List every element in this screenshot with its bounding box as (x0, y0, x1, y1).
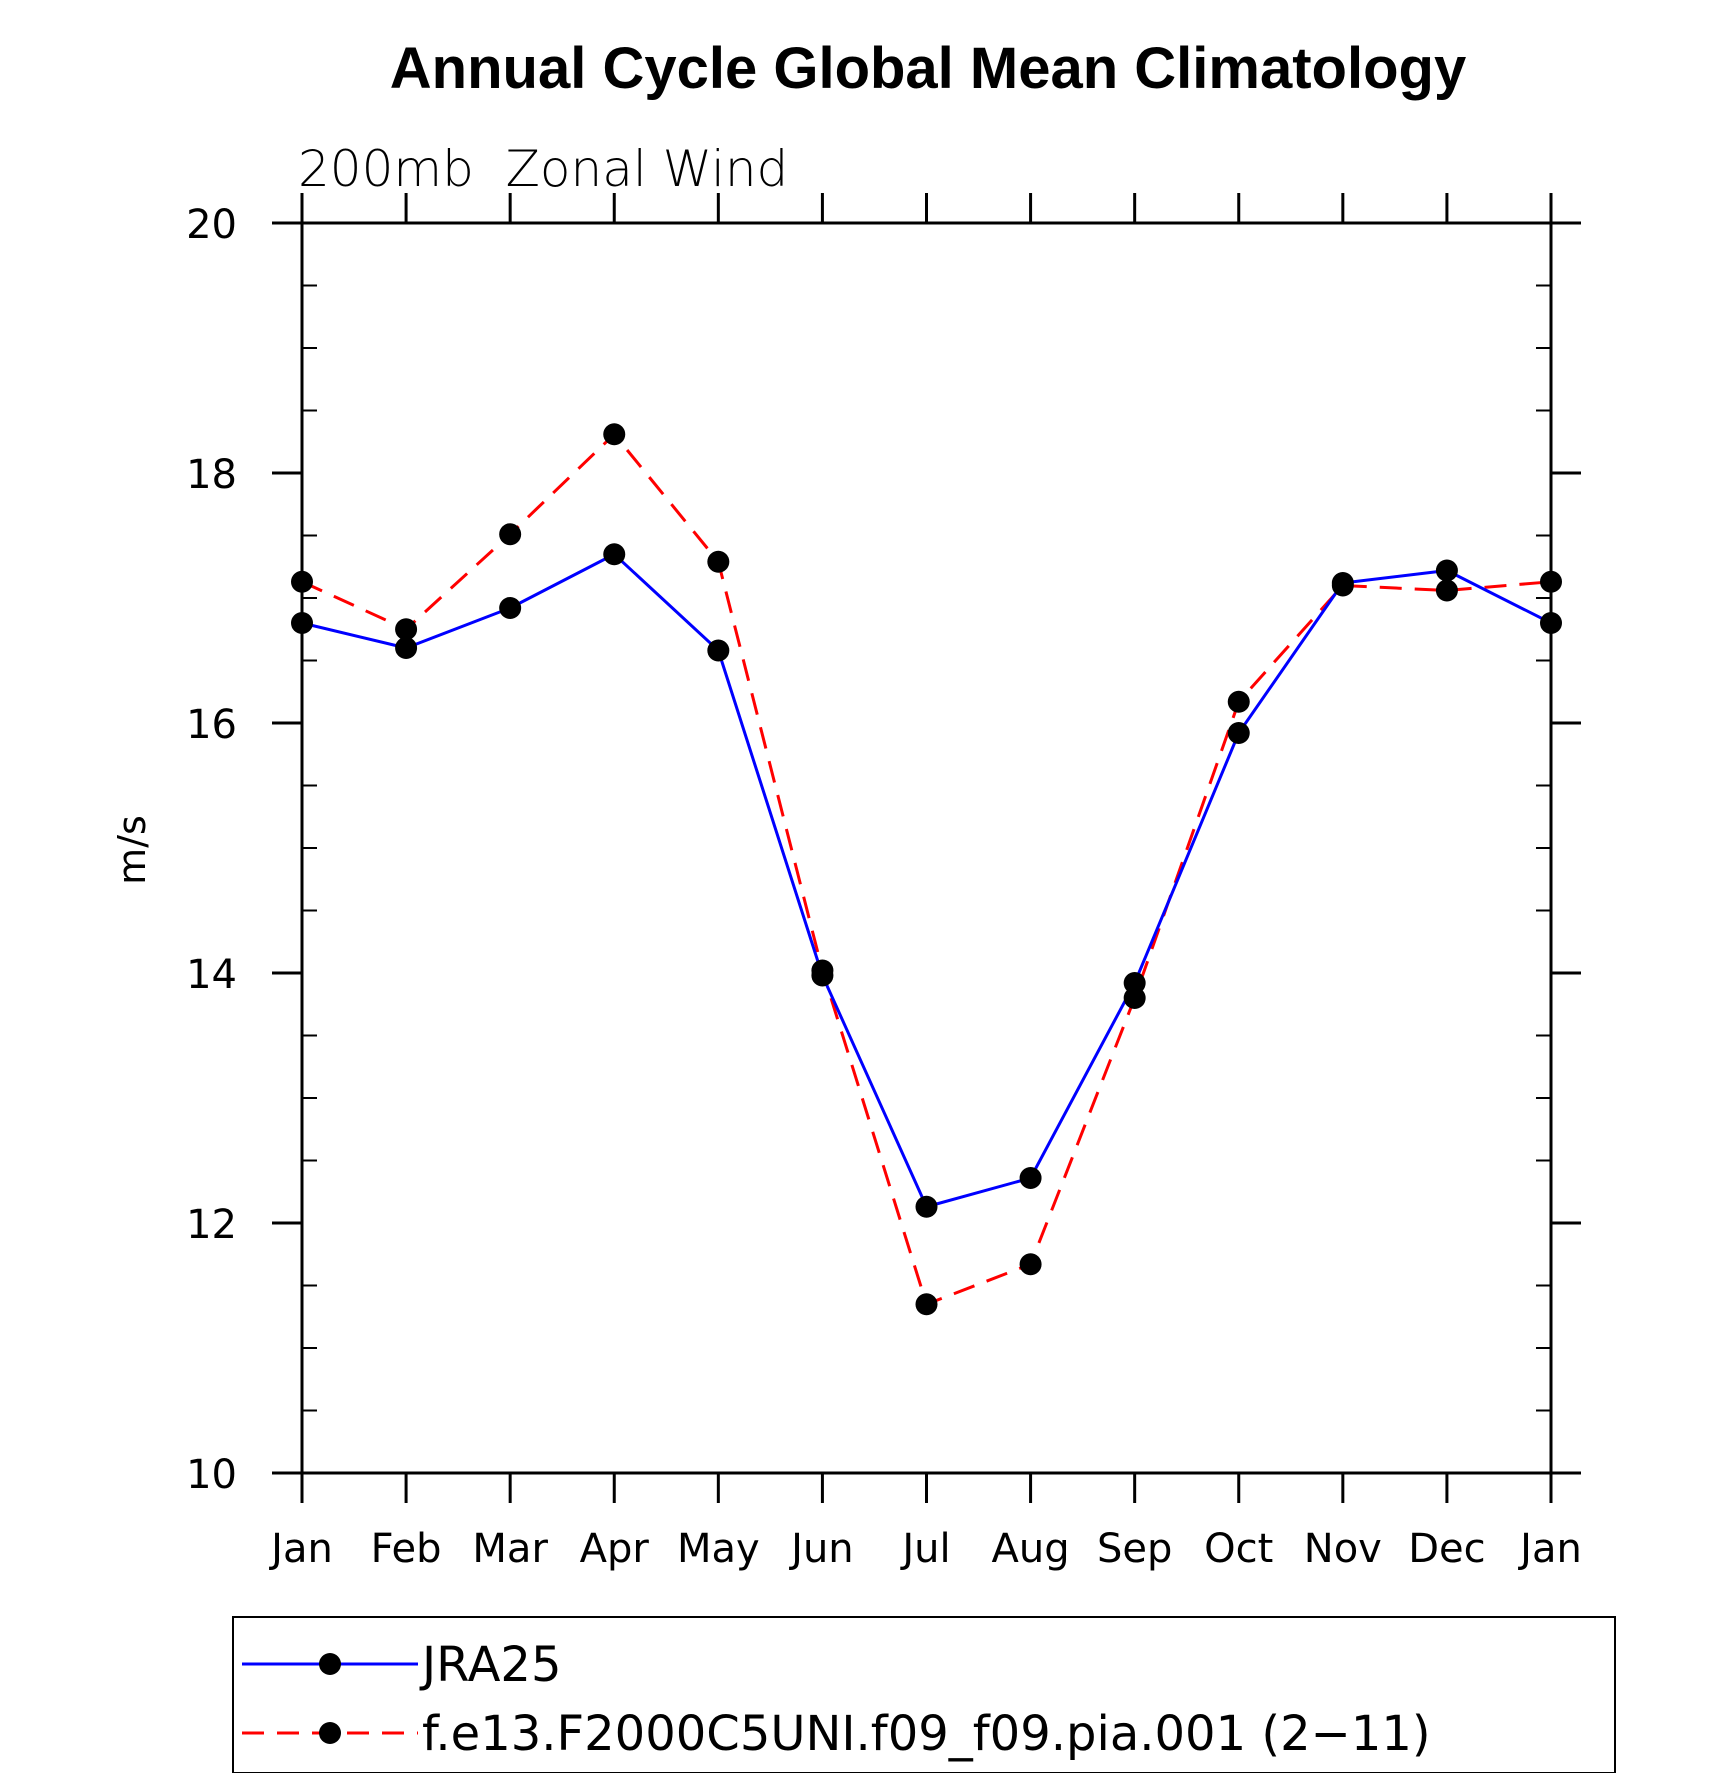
x-tick-label: May (677, 1526, 760, 1572)
axis-ticks: Jan Feb Mar Apr May Jun Jul Aug Sep Oct Nov Dec Jan 1… (186, 193, 1582, 1572)
series-0-point (1227, 722, 1250, 744)
series-0-point (707, 639, 730, 662)
plot-frame (300, 221, 1553, 1475)
series-0-point (395, 637, 418, 659)
series-0-point (291, 612, 313, 634)
x-tick-label: Aug (992, 1526, 1070, 1572)
series-0-point (1540, 612, 1562, 634)
chart-subtitle: 200mb Zonal Wind (298, 140, 788, 198)
series-layer (291, 423, 1562, 1316)
series-1-point (603, 423, 626, 446)
x-tick-label: Mar (472, 1526, 548, 1572)
x-tick-label: Oct (1204, 1526, 1273, 1572)
x-tick-label: Sep (1097, 1526, 1172, 1572)
y-tick-label: 18 (186, 452, 237, 498)
series-1-point (1019, 1253, 1042, 1276)
legend-marker-jra25 (319, 1653, 341, 1675)
series-line-1 (301, 432, 1552, 1306)
series-0-point (915, 1195, 938, 1218)
series-1-point (1435, 579, 1458, 602)
x-tick-label: Jun (788, 1526, 854, 1572)
series-1-point (499, 523, 522, 546)
y-tick-label: 10 (186, 1452, 237, 1498)
series-0-point (1435, 559, 1458, 582)
x-tick-label: Dec (1408, 1526, 1485, 1572)
series-0-point (603, 543, 626, 566)
legend-box (232, 1616, 1616, 1773)
series-1-point (915, 1293, 938, 1316)
chart-title: Annual Cycle Global Mean Climatology (390, 36, 1466, 101)
x-tick-label: Feb (371, 1526, 442, 1572)
x-tick-label: Jan (268, 1526, 333, 1572)
y-tick-label: 16 (186, 702, 237, 748)
legend-marker-model (319, 1722, 341, 1744)
series-1-point (1331, 574, 1354, 597)
y-axis-label: m/s (110, 815, 154, 885)
y-tick-label: 20 (186, 202, 237, 248)
series-1-point (395, 618, 418, 641)
x-tick-label: Nov (1304, 1526, 1382, 1572)
plot-axes (300, 221, 1553, 1475)
series-1-point (707, 550, 730, 573)
series-1-point (291, 570, 313, 593)
x-tick-label: Apr (580, 1526, 650, 1572)
legend-label-model: f.e13.F2000C5UNI.f09_f09.pia.001 (2−11) (422, 1706, 1431, 1762)
series-1-point (1540, 570, 1562, 593)
series-0-point (499, 597, 522, 619)
y-tick-label: 14 (186, 952, 237, 998)
series-0-point (1019, 1167, 1042, 1189)
legend: JRA25 f.e13.F2000C5UNI.f09_f09.pia.001 (… (232, 1616, 1616, 1773)
x-tick-label: Jan (1517, 1526, 1582, 1572)
series-line-0 (301, 552, 1552, 1209)
legend-label-jra25: JRA25 (419, 1637, 561, 1693)
series-1-point (1227, 690, 1250, 713)
x-tick-label: Jul (899, 1526, 950, 1572)
series-1-point (811, 959, 834, 982)
series-1-point (1123, 987, 1146, 1009)
y-tick-label: 12 (186, 1202, 237, 1248)
